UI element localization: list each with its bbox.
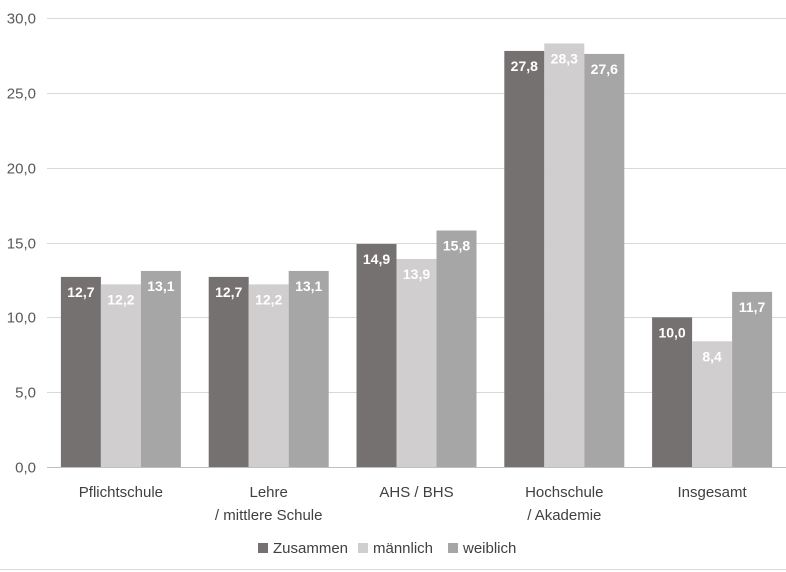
data-label: 13,1: [147, 278, 174, 294]
data-label: 12,2: [255, 291, 282, 307]
category-label: Hochschule / Akademie: [525, 484, 603, 524]
y-axis: 0,0 5,0 10,0 15,0 20,0 25,0 30,0: [7, 11, 36, 477]
y-tick-label: 25,0: [7, 86, 36, 103]
legend-label: weiblich: [462, 540, 516, 557]
data-label: 27,8: [511, 58, 538, 74]
data-label: 13,9: [403, 266, 430, 282]
bottom-divider: [0, 569, 786, 570]
legend-label: männlich: [373, 540, 433, 557]
legend-swatch: [358, 543, 368, 553]
data-label: 12,7: [215, 284, 242, 300]
bars: 12,7 12,2 13,1 12,7 12,2 13,1 14,9 13,9 15,8 27,8…: [60, 43, 773, 468]
data-label: 12,2: [107, 291, 134, 307]
data-label: 12,7: [67, 284, 94, 300]
category-label: Insgesamt: [677, 484, 747, 501]
bar: [100, 284, 141, 467]
category-label-line: Insgesamt: [677, 484, 747, 501]
data-label: 15,8: [443, 238, 470, 254]
category-label: Lehre / mittlere Schule: [215, 484, 323, 524]
bar: [248, 284, 289, 467]
bar: [60, 276, 101, 467]
category-label: Pflichtschule: [79, 484, 163, 501]
bar: [396, 258, 437, 467]
y-tick-label: 5,0: [15, 385, 36, 402]
y-tick-label: 30,0: [7, 11, 36, 28]
legend-label: Zusammen: [273, 540, 348, 557]
legend-swatch: [448, 543, 458, 553]
category-label: AHS / BHS: [379, 484, 453, 501]
category-label-line: AHS / BHS: [379, 484, 453, 501]
bar: [356, 243, 397, 467]
bar: [208, 276, 249, 467]
y-tick-label: 15,0: [7, 236, 36, 253]
y-tick-label: 10,0: [7, 310, 36, 327]
bar: [140, 270, 181, 467]
y-tick-label: 0,0: [15, 460, 36, 477]
bar: [288, 270, 329, 467]
category-label-line: Lehre: [250, 484, 288, 501]
data-label: 27,6: [591, 61, 618, 77]
bar: [652, 317, 693, 467]
data-label: 11,7: [739, 299, 766, 315]
data-label: 14,9: [363, 251, 390, 267]
bar: [584, 53, 625, 468]
legend-swatch: [258, 543, 268, 553]
legend: Zusammen männlich weiblich: [258, 540, 516, 557]
category-label-line: Pflichtschule: [79, 484, 163, 501]
bar: [544, 43, 585, 468]
bar: [692, 341, 733, 467]
data-label: 10,0: [658, 324, 685, 340]
bar: [504, 50, 545, 467]
bar: [732, 291, 773, 467]
data-label: 8,4: [702, 348, 722, 364]
bar: [436, 230, 477, 467]
data-label: 28,3: [551, 50, 578, 66]
data-label: 13,1: [295, 278, 322, 294]
x-axis: Pflichtschule Lehre / mittlere Schule AHS /…: [79, 484, 748, 524]
category-label-line: / mittlere Schule: [215, 507, 323, 524]
category-label-line: / Akademie: [527, 507, 601, 524]
y-tick-label: 20,0: [7, 161, 36, 178]
category-label-line: Hochschule: [525, 484, 603, 501]
